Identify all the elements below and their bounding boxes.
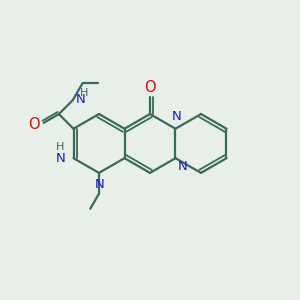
Text: N: N [172, 110, 182, 123]
Text: H: H [80, 88, 88, 98]
Text: N: N [95, 178, 105, 191]
Text: H: H [56, 142, 64, 152]
Text: O: O [28, 118, 39, 133]
Text: N: N [76, 93, 86, 106]
Text: N: N [56, 152, 66, 165]
Text: O: O [144, 80, 156, 95]
Text: N: N [178, 160, 188, 173]
